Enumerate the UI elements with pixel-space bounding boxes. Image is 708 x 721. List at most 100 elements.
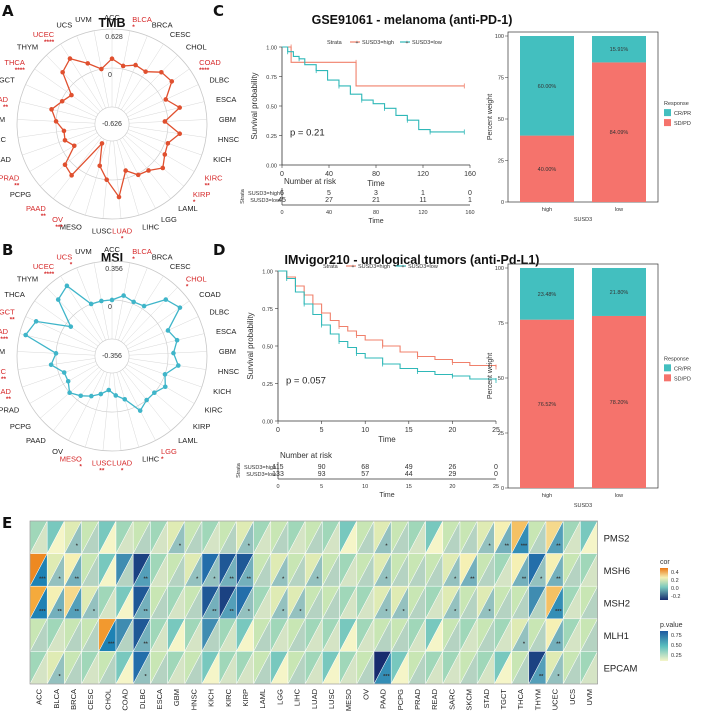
risk-count: 6 bbox=[280, 190, 284, 197]
bar-y-tick-label: 50 bbox=[498, 376, 504, 382]
radar-point-cesc bbox=[141, 303, 147, 309]
km-legend-cross: + bbox=[355, 40, 358, 46]
radar-point-stad bbox=[49, 107, 54, 112]
heat-col-label: STAD bbox=[482, 688, 491, 708]
radar-label-lusc: LUSC bbox=[92, 227, 113, 236]
heat-frame bbox=[29, 520, 598, 685]
heat-legend-cor-tick: -0.2 bbox=[671, 594, 680, 600]
radar-label-skcm: SKCM bbox=[0, 115, 5, 124]
bar-category-label: high bbox=[542, 493, 552, 499]
radar-point-lgg bbox=[137, 408, 143, 413]
radar-spoke bbox=[122, 137, 171, 199]
risk-x-tick-label: 0 bbox=[280, 210, 283, 216]
radar-label-tgct: TGCT bbox=[0, 308, 15, 317]
bar-y-label: Percent weight bbox=[487, 94, 494, 140]
radar-label-luad: LUAD bbox=[112, 227, 133, 236]
radar-point-sarc bbox=[48, 362, 54, 368]
heat-row-label: MSH6 bbox=[604, 566, 630, 577]
radar-label-chol: CHOL bbox=[186, 43, 207, 52]
radar-point-prad bbox=[71, 143, 77, 149]
bar-legend-label: CR/PR bbox=[674, 366, 691, 372]
radar-label-coad: COAD bbox=[199, 58, 221, 67]
radar-spoke bbox=[60, 43, 103, 110]
radar-point-pcpg bbox=[67, 390, 72, 396]
heat-significance-stars: * bbox=[213, 576, 216, 582]
heat-significance-stars: * bbox=[59, 576, 62, 582]
radar-sig-kirp: * bbox=[193, 199, 196, 206]
radar-spoke bbox=[68, 139, 105, 209]
risk-x-tick-label: 0 bbox=[276, 484, 279, 490]
radar-label-stad: STAD bbox=[0, 327, 9, 336]
bar-legend-title: Response bbox=[664, 356, 689, 362]
radar-point-luad bbox=[113, 393, 119, 398]
heat-legend-cor-tick: 0.4 bbox=[671, 570, 679, 576]
bar-frame bbox=[507, 263, 659, 489]
km-curve-low bbox=[282, 46, 465, 133]
radar-label-lihc: LIHC bbox=[142, 223, 160, 232]
heat-significance-stars: ** bbox=[539, 674, 544, 680]
heat-significance-stars: * bbox=[489, 609, 492, 615]
heat-col-label: LUAD bbox=[310, 688, 319, 709]
heat-legend-p-tick: 0.75 bbox=[671, 633, 682, 639]
radar-spoke bbox=[128, 358, 207, 370]
panel-label-a: A bbox=[2, 2, 14, 20]
radar-point-paad bbox=[78, 393, 84, 399]
heat-significance-stars: * bbox=[385, 544, 388, 550]
km-x-tick-label: 5 bbox=[320, 427, 324, 434]
risk-count: 5 bbox=[327, 190, 331, 197]
radar-spoke bbox=[76, 35, 106, 109]
bar-y-tick-label: 75 bbox=[498, 76, 504, 82]
radar-sig-ucec: **** bbox=[44, 271, 55, 278]
radar-label-lusc: LUSC bbox=[92, 459, 113, 468]
melanoma-km-plot: GSE91061 - melanoma (anti-PD-1) Strata + SU… bbox=[240, 13, 512, 225]
km-x-label: Time bbox=[367, 179, 385, 188]
radar-point-read bbox=[62, 137, 68, 143]
heat-col-label: UVM bbox=[585, 689, 594, 706]
km-y-tick-label: 0.25 bbox=[262, 382, 273, 388]
radar-label-lihc: LIHC bbox=[142, 455, 160, 464]
radar-label-thym: THYM bbox=[17, 43, 38, 52]
bar-crpr-high bbox=[520, 268, 574, 320]
km-x-tick-label: 120 bbox=[417, 171, 429, 178]
heat-col-label: ACC bbox=[35, 688, 44, 704]
risk-x-tick-label: 25 bbox=[493, 484, 499, 490]
heat-significance-stars: ** bbox=[229, 609, 234, 615]
radar-label-hnsc: HNSC bbox=[218, 367, 240, 376]
heat-significance-stars: ** bbox=[505, 544, 510, 550]
heat-col-label: BLCA bbox=[52, 689, 61, 709]
risk-x-tick-label: 20 bbox=[449, 484, 455, 490]
radar-label-chol: CHOL bbox=[186, 275, 207, 284]
heat-significance-stars: *** bbox=[555, 609, 562, 615]
risk-count: 0 bbox=[494, 471, 498, 478]
radar-spoke bbox=[53, 369, 102, 431]
radar-spoke bbox=[29, 132, 98, 172]
heat-significance-stars: * bbox=[454, 576, 457, 582]
km-x-label: Time bbox=[378, 435, 396, 444]
bar-legend-swatch bbox=[664, 119, 671, 127]
radar-spoke bbox=[123, 287, 178, 344]
heat-significance-stars: * bbox=[93, 609, 96, 615]
radar-sig-coad: **** bbox=[199, 67, 210, 74]
bar-sdpd-high bbox=[520, 135, 574, 202]
radar-sig-luad: * bbox=[121, 468, 124, 475]
heat-row-label: MSH2 bbox=[604, 599, 630, 610]
heat-legend-cor-tick: 0.2 bbox=[671, 578, 679, 584]
radar-label-read: READ bbox=[0, 155, 11, 164]
heat-significance-stars: ** bbox=[522, 576, 527, 582]
radar-series-line bbox=[50, 57, 181, 199]
bar-crpr-high bbox=[520, 36, 574, 136]
bar-y-tick-label: 100 bbox=[495, 266, 504, 272]
radar-spoke bbox=[127, 316, 199, 350]
bar-y-tick-label: 75 bbox=[498, 321, 504, 327]
heat-significance-stars: * bbox=[282, 609, 285, 615]
heat-significance-stars: ** bbox=[143, 576, 148, 582]
radar-label-meso: MESO bbox=[60, 223, 82, 232]
heat-significance-stars: * bbox=[282, 576, 285, 582]
radar-point-kirc bbox=[162, 152, 168, 157]
radar-spoke bbox=[17, 358, 96, 370]
risk-count: 11 bbox=[419, 197, 426, 204]
radar-ring-max-label: 0.356 bbox=[105, 266, 123, 273]
risk-table-title: Number at risk bbox=[280, 451, 333, 460]
radar-sig-chol: * bbox=[186, 284, 189, 291]
heat-significance-stars: ** bbox=[143, 609, 148, 615]
